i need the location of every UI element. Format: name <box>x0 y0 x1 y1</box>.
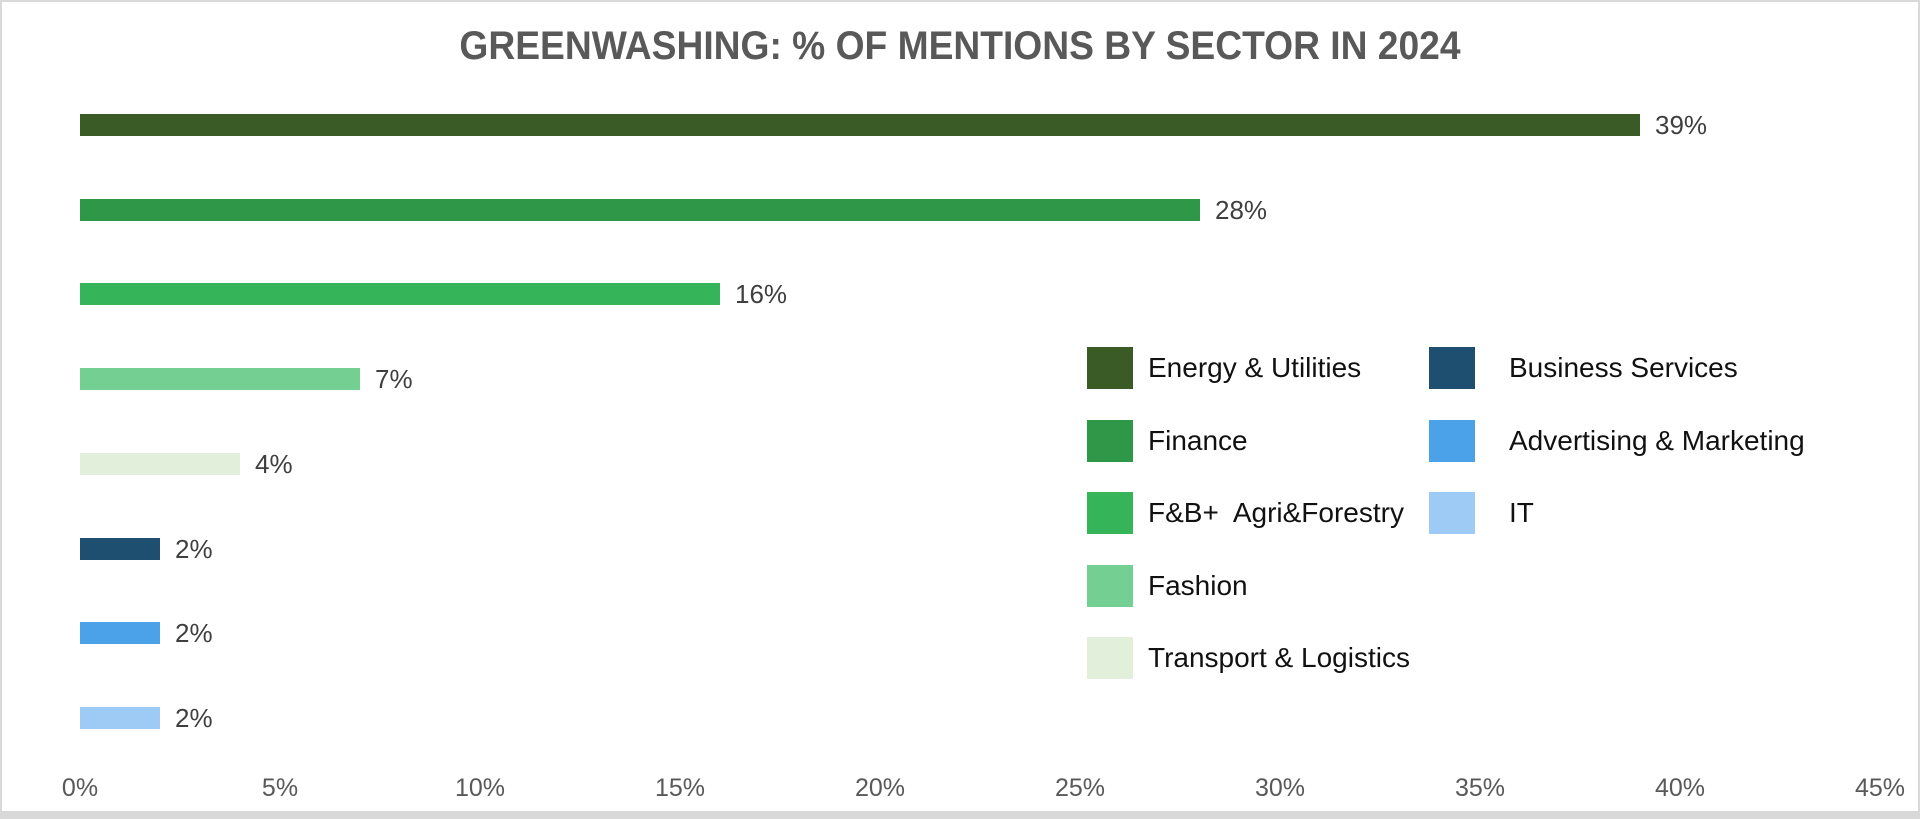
legend-label: Transport & Logistics <box>1148 642 1410 673</box>
legend-swatch <box>1087 492 1133 534</box>
bar-1[interactable] <box>80 114 1640 136</box>
bar-value-label: 2% <box>175 618 213 648</box>
bar-7[interactable] <box>80 622 160 644</box>
x-axis-tick: 0% <box>61 774 99 802</box>
legend-item[interactable]: Business Services <box>1429 347 1738 389</box>
x-axis-tick: 45% <box>1854 774 1906 802</box>
legend-label: Business Services <box>1509 352 1738 383</box>
legend-swatch <box>1429 492 1475 534</box>
legend-item[interactable]: Advertising & Marketing <box>1429 420 1805 462</box>
legend-swatch <box>1087 637 1133 679</box>
legend-item[interactable]: F&B+ Agri&Forestry <box>1087 492 1404 534</box>
bar-value-label: 7% <box>375 364 413 394</box>
x-axis-tick: 10% <box>454 774 506 802</box>
bottom-border <box>2 811 1918 819</box>
legend-label: IT <box>1509 497 1534 528</box>
bar-8[interactable] <box>80 707 160 729</box>
bar-value-label: 2% <box>175 534 213 564</box>
bar-4[interactable] <box>80 368 360 390</box>
x-axis-tick: 20% <box>854 774 906 802</box>
bar-value-label: 28% <box>1215 195 1268 225</box>
bar-6[interactable] <box>80 538 160 560</box>
legend-swatch <box>1087 565 1133 607</box>
legend-item[interactable]: Energy & Utilities <box>1087 347 1361 389</box>
x-axis-tick: 5% <box>261 774 299 802</box>
bar-value-label: 16% <box>735 279 788 309</box>
bar-value-label: 4% <box>255 449 293 479</box>
bar-2[interactable] <box>80 199 1200 221</box>
legend-swatch <box>1429 420 1475 462</box>
legend-label: Energy & Utilities <box>1148 352 1362 383</box>
x-axis-tick: 40% <box>1654 774 1706 802</box>
bar-5[interactable] <box>80 453 240 475</box>
bar-value-label: 39% <box>1655 110 1708 140</box>
x-axis-tick: 15% <box>654 774 706 802</box>
legend-label: Advertising & Marketing <box>1509 425 1805 456</box>
legend-item[interactable]: IT <box>1429 492 1534 534</box>
bar-3[interactable] <box>80 283 720 305</box>
legend-item[interactable]: Transport & Logistics <box>1087 637 1410 679</box>
legend-label: F&B+ Agri&Forestry <box>1148 497 1404 528</box>
x-axis-tick: 30% <box>1254 774 1306 802</box>
bar-value-label: 2% <box>175 703 213 733</box>
legend-label: Finance <box>1148 425 1248 456</box>
legend-swatch <box>1087 420 1133 462</box>
legend-label: Fashion <box>1148 570 1248 601</box>
legend-item[interactable]: Finance <box>1087 420 1248 462</box>
chart-title: GREENWASHING: % OF MENTIONS BY SECTOR IN… <box>459 24 1461 68</box>
legend-swatch <box>1087 347 1133 389</box>
x-axis-tick: 35% <box>1454 774 1506 802</box>
legend-swatch <box>1429 347 1475 389</box>
x-axis-tick: 25% <box>1054 774 1106 802</box>
legend-item[interactable]: Fashion <box>1087 565 1248 607</box>
